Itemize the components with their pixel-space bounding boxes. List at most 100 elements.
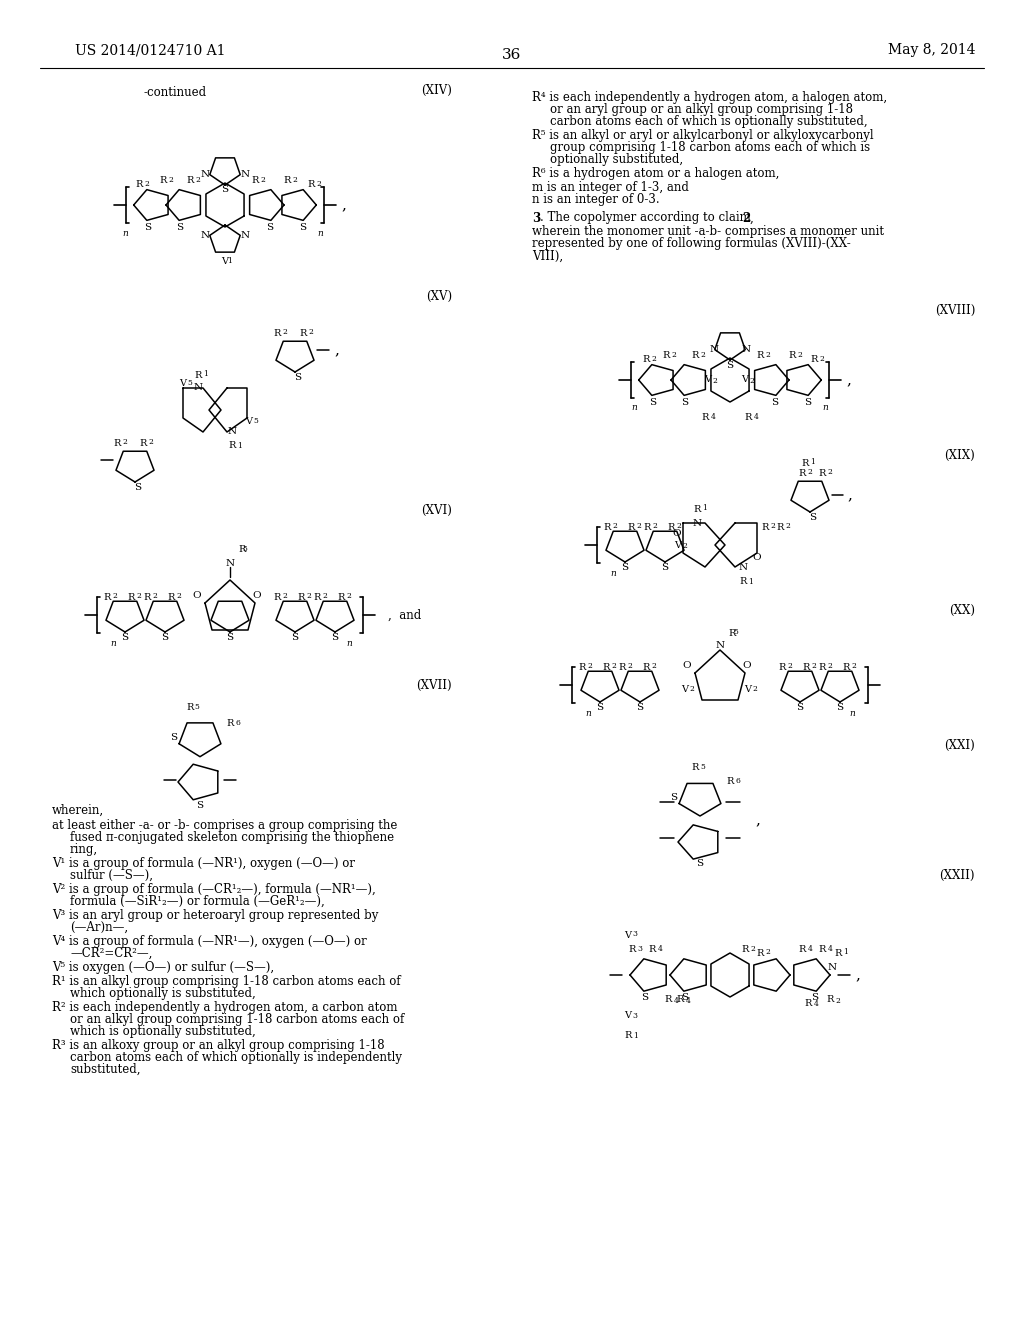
Text: S: S [637,704,643,713]
Text: represented by one of following formulas (XVIII)-(XX-: represented by one of following formulas… [532,238,851,251]
Text: R: R [114,438,121,447]
Text: S: S [649,397,656,407]
Text: R: R [337,593,345,602]
Text: R: R [776,523,783,532]
Text: 2: 2 [144,180,150,187]
Text: N: N [716,640,725,649]
Text: ,: , [848,488,852,502]
Text: 2: 2 [176,591,181,601]
Text: R: R [186,177,194,185]
Text: 1: 1 [204,370,209,378]
Text: 3: 3 [532,211,541,224]
Text: R: R [761,523,769,532]
Text: S: S [696,859,703,869]
Text: R: R [778,663,785,672]
Text: 4: 4 [808,945,812,953]
Text: R: R [103,593,111,602]
Text: V: V [682,685,688,694]
Text: 4: 4 [657,945,663,953]
Text: ,: , [335,343,339,356]
Text: R: R [642,663,649,672]
Text: N: N [194,384,203,392]
Text: ,: , [756,813,761,828]
Text: S: S [671,793,678,803]
Text: 4: 4 [711,413,716,421]
Text: R: R [811,355,818,364]
Text: N: N [201,170,209,180]
Text: N: N [241,170,250,180]
Text: R: R [648,945,655,954]
Text: (XVIII): (XVIII) [935,304,975,317]
Text: 2: 2 [123,438,127,446]
Text: R: R [297,593,305,602]
Text: (XV): (XV) [426,289,452,302]
Text: which optionally is substituted,: which optionally is substituted, [70,986,256,999]
Text: N: N [741,346,751,355]
Text: S: S [170,734,177,742]
Text: R: R [701,413,709,422]
Text: R: R [728,628,735,638]
Text: R: R [603,523,610,532]
Text: 2: 2 [827,469,833,477]
Text: m is an integer of 1-3, and: m is an integer of 1-3, and [532,181,689,194]
Text: V² is a group of formula (—CR¹₂—), formula (—NR¹—),: V² is a group of formula (—CR¹₂—), formu… [52,883,376,895]
Text: (XXII): (XXII) [939,869,975,882]
Text: (XIV): (XIV) [421,83,452,96]
Text: 6: 6 [236,719,241,727]
Text: 4: 4 [827,945,833,953]
Text: V: V [221,257,228,267]
Text: 2: 2 [689,685,694,693]
Text: R: R [693,504,700,513]
Text: R: R [127,593,135,602]
Text: ,: , [856,968,860,982]
Text: S: S [221,186,228,194]
Text: 2: 2 [293,176,298,183]
Text: 2: 2 [700,351,706,359]
Text: N: N [692,519,701,528]
Text: R: R [139,438,146,447]
Text: V: V [625,931,632,940]
Text: N: N [738,562,748,572]
Text: R: R [835,949,842,957]
Text: VIII),: VIII), [532,249,563,263]
Text: 1: 1 [702,504,708,512]
Text: V: V [246,417,253,426]
Text: R: R [799,945,806,954]
Text: S: S [726,360,733,370]
Text: V⁴ is a group of formula (—NR¹—), oxygen (—O—) or: V⁴ is a group of formula (—NR¹—), oxygen… [52,935,367,948]
Text: 2: 2 [798,351,803,359]
Text: S: S [837,704,844,713]
Text: 3: 3 [633,931,638,939]
Text: 3: 3 [633,1012,638,1020]
Text: (—Ar)n—,: (—Ar)n—, [70,920,128,933]
Text: 5: 5 [254,417,258,425]
Text: R: R [228,441,236,450]
Text: R: R [843,663,850,672]
Text: 2: 2 [196,176,201,183]
Text: V: V [675,540,682,549]
Text: S: S [797,704,804,713]
Text: R: R [799,469,806,478]
Text: 2: 2 [651,663,656,671]
Text: 2: 2 [753,685,758,693]
Text: n: n [123,228,129,238]
Text: at least either -a- or -b- comprises a group comprising the: at least either -a- or -b- comprises a g… [52,818,397,832]
Text: 2: 2 [820,355,824,363]
Text: R: R [668,523,675,532]
Text: S: S [332,634,339,643]
Text: N: N [827,962,837,972]
Text: US 2014/0124710 A1: US 2014/0124710 A1 [75,44,225,57]
Text: R: R [273,329,281,338]
Text: 2: 2 [652,521,657,531]
Text: 5: 5 [243,545,248,553]
Text: 2: 2 [812,663,816,671]
Text: R: R [307,181,315,189]
Text: or an alkyl group comprising 1-18 carbon atoms each of: or an alkyl group comprising 1-18 carbon… [70,1012,404,1026]
Text: O: O [193,590,202,599]
Text: 1: 1 [238,442,243,450]
Text: S: S [641,993,648,1002]
Text: 4: 4 [813,1001,818,1008]
Text: S: S [122,634,129,643]
Text: 2: 2 [588,663,593,671]
Text: R: R [642,355,649,364]
